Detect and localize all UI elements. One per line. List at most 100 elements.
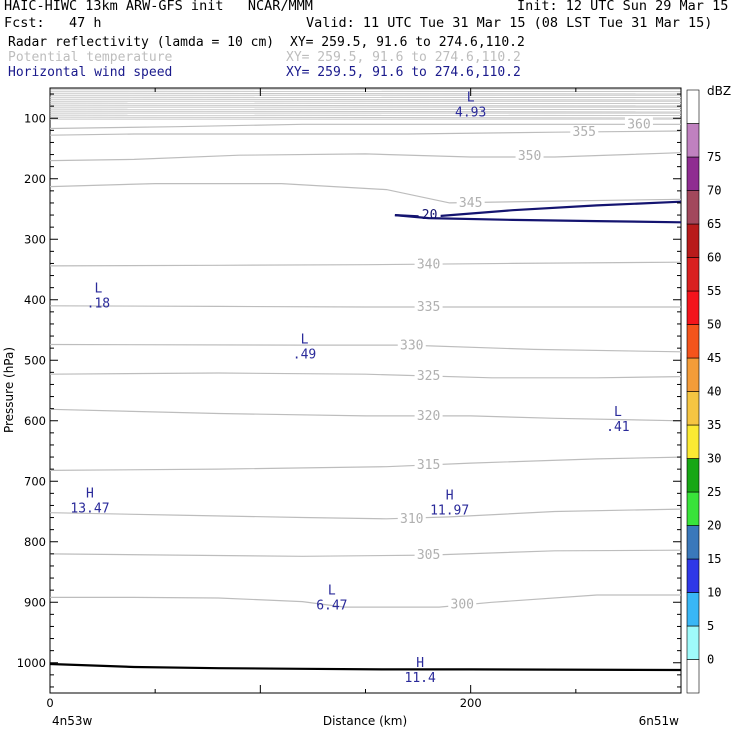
colorbar-label: 35: [707, 418, 721, 432]
theta-contour-label: 360: [627, 117, 650, 132]
colorbar-label: 5: [707, 619, 714, 633]
theta-contour: [49, 343, 682, 353]
colorbar-swatch: [686, 491, 700, 526]
extremum-value: 4.93: [455, 105, 486, 120]
field-name-wind: Horizontal wind speed: [8, 65, 173, 80]
extremum-value: 6.47: [316, 598, 347, 613]
upper-isentrope-band: [49, 88, 682, 120]
y-tick-label: 1000: [17, 656, 46, 670]
surface-pressure-line: [49, 662, 682, 672]
wind-speed-contour: [394, 214, 682, 224]
theta-contour-label: 310: [400, 512, 423, 527]
theta-contour-label: 320: [417, 409, 440, 424]
colorbar-swatch: [686, 625, 700, 660]
isentrope-band-line: [49, 104, 682, 107]
y-axis-label: Pressure (hPa): [2, 347, 16, 433]
colorbar-label: 55: [707, 284, 721, 298]
colorbar-swatch: [686, 324, 700, 359]
y-tick-label: 200: [24, 172, 46, 186]
extremum-value: 13.47: [70, 502, 109, 517]
high-marker: H: [446, 488, 454, 503]
isentrope-band-line: [49, 116, 682, 119]
colorbar-swatch: [686, 156, 700, 191]
theta-label-bg: [414, 367, 443, 382]
extremum-value: .18: [87, 296, 110, 311]
low-marker: L: [614, 405, 622, 420]
colorbar-unit: dBZ: [707, 84, 731, 98]
colorbar-swatch: [686, 357, 700, 392]
field-name-theta: Potential temperature: [8, 50, 173, 65]
colorbar-swatch: [686, 290, 700, 325]
isentrope-band-line: [49, 98, 682, 101]
theta-contour: [49, 152, 682, 162]
theta-contour: [49, 508, 682, 520]
theta-contour-label: 325: [417, 369, 440, 384]
theta-contour-label: 315: [417, 458, 440, 473]
x-left-location: 4n53w: [52, 714, 93, 728]
colorbar-label: 20: [707, 519, 721, 533]
y-tick-label: 800: [24, 535, 46, 549]
y-tick-label: 500: [24, 353, 46, 367]
colorbar-swatch: [686, 558, 700, 593]
theta-contour: [49, 305, 681, 308]
colorbar-swatch: [686, 525, 700, 560]
theta-label-bg: [624, 116, 653, 131]
theta-contour: [49, 456, 682, 471]
low-marker: L: [328, 583, 336, 598]
wind-contour-label: 20: [422, 208, 438, 223]
theta-label-bg: [414, 299, 443, 314]
x-axis-label: Distance (km): [323, 714, 407, 728]
colorbar-label: 10: [707, 586, 721, 600]
colorbar-label: 15: [707, 552, 721, 566]
colorbar-label: 50: [707, 318, 721, 332]
colorbar-swatch: [686, 458, 700, 493]
colorbar-swatch: [686, 89, 700, 124]
surface-pressure-contour: [49, 662, 682, 672]
extremum-value: .41: [606, 420, 629, 435]
theta-contour-label: 345: [459, 196, 482, 211]
theta-contour: [49, 549, 682, 557]
theta-contour: [50, 594, 681, 608]
theta-label-bg: [570, 124, 599, 139]
theta-label-bg: [397, 337, 426, 352]
potential-temperature-contours: 300 305 310 315 320 325 330 335 340 345 350 355 360: [49, 116, 682, 613]
y-tick-label: 400: [24, 293, 46, 307]
theta-contour-label: 300: [451, 598, 474, 613]
colorbar-label: 70: [707, 184, 721, 198]
colorbar-label: 0: [707, 653, 714, 667]
colorbar-swatch: [686, 659, 700, 694]
low-marker: L: [467, 90, 475, 105]
isentrope-band-line: [49, 110, 682, 113]
high-marker: H: [416, 656, 424, 671]
theta-contour-label: 340: [417, 258, 440, 273]
colorbar-swatch: [686, 424, 700, 459]
theta-label-bg: [414, 456, 443, 471]
theta-label-bg: [448, 596, 477, 611]
y-tick-label: 100: [24, 111, 46, 125]
colorbar-swatch: [686, 123, 700, 158]
field-xy-reflectivity: XY= 259.5, 91.6 to 274.6,110.2: [290, 35, 525, 50]
field-xy-wind: XY= 259.5, 91.6 to 274.6,110.2: [286, 65, 521, 80]
forecast-hour: Fcst: 47 h: [4, 15, 102, 31]
y-tick-label: 600: [24, 414, 46, 428]
theta-contour-label: 355: [573, 125, 596, 140]
theta-label-bg: [456, 194, 485, 209]
x-tick-label: 0: [46, 696, 53, 710]
theta-label-bg: [414, 256, 443, 271]
plot-frame: [49, 87, 682, 694]
y-tick-label: 300: [24, 232, 46, 246]
field-name-reflectivity: Radar reflectivity (lamda = 10 cm): [8, 35, 275, 50]
theta-contour-label: 335: [417, 300, 440, 315]
colorbar: 0 5 10 15 20 25 30 35 40 45 50 55 60 65 70 75: [686, 89, 721, 694]
theta-contour-label: 305: [417, 548, 440, 563]
colorbar-label: 30: [707, 452, 721, 466]
colorbar-label: 75: [707, 150, 721, 164]
low-marker: L: [301, 332, 309, 347]
colorbar-label: 60: [707, 251, 721, 265]
colorbar-swatch: [686, 391, 700, 426]
y-tick-label: 900: [24, 595, 46, 609]
valid-time: Valid: 11 UTC Tue 31 Mar 15 (08 LST Tue …: [306, 15, 713, 31]
wind-speed-contours: 20: [394, 200, 682, 224]
